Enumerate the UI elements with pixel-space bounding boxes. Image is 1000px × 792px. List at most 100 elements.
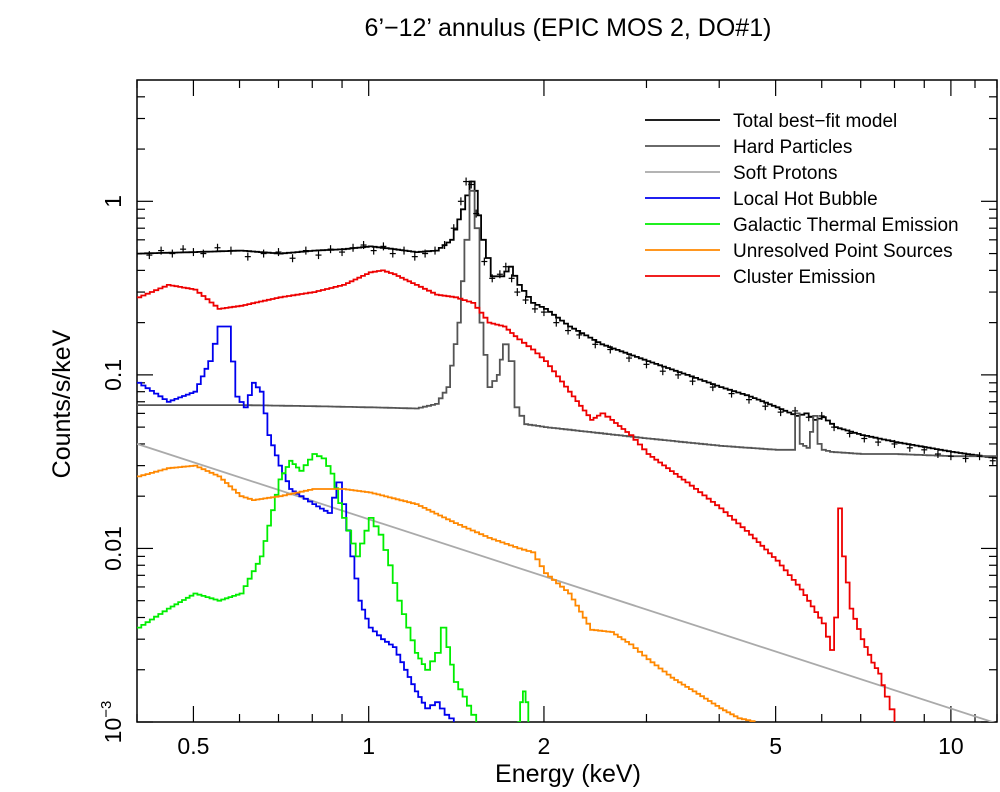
data-point: [190, 248, 197, 257]
y-tick-label: 1: [100, 195, 126, 208]
data-point: [934, 450, 941, 459]
series-line-2: [137, 443, 996, 722]
data-point: [302, 246, 309, 255]
data-point: [380, 242, 387, 251]
data-point: [422, 249, 429, 258]
data-point: [289, 254, 296, 263]
data-point: [214, 243, 221, 252]
data-point: [709, 383, 716, 392]
data-point: [553, 318, 560, 327]
data-point: [473, 209, 480, 218]
data-point: [389, 249, 396, 258]
data-point: [496, 270, 503, 279]
data-point: [489, 274, 496, 283]
data-point: [592, 340, 599, 349]
series-line-3: [137, 325, 455, 722]
data-point: [339, 248, 346, 257]
data-point: [411, 252, 418, 261]
data-point: [146, 251, 153, 260]
data-point: [327, 245, 334, 254]
data-point: [457, 197, 464, 206]
data-point: [315, 251, 322, 260]
legend-entry: Soft Protons: [733, 163, 838, 184]
data-point: [481, 257, 488, 266]
series-line-6: [137, 464, 756, 722]
y-tick-label: 0.1: [100, 359, 126, 391]
legend-entry: Local Hot Bubble: [733, 189, 878, 210]
x-tick-label: 2: [538, 733, 551, 759]
data-point: [728, 389, 735, 398]
data-point: [565, 326, 572, 335]
data-point: [158, 246, 165, 255]
data-point: [906, 443, 913, 452]
data-point: [180, 245, 187, 254]
legend-entry: Galactic Thermal Emission: [733, 215, 959, 236]
y-tick-label: 0.01: [100, 526, 126, 571]
data-point: [891, 439, 898, 448]
data-point: [805, 413, 812, 422]
data-point: [463, 177, 470, 186]
data-point: [818, 411, 825, 420]
data-point: [976, 452, 983, 461]
data-point: [962, 454, 969, 463]
chart-title: 6’−12’ annulus (EPIC MOS 2, DO#1): [365, 14, 772, 42]
data-point: [468, 180, 475, 189]
x-tick-label: 1: [362, 733, 375, 759]
data-point: [576, 330, 583, 339]
plot-frame: [136, 79, 998, 723]
data-point: [441, 241, 448, 250]
data-point: [659, 367, 666, 376]
data-point: [762, 402, 769, 411]
series-line-7: [137, 269, 896, 722]
x-tick-label: 0.5: [177, 733, 209, 759]
series-line-4: [137, 453, 478, 722]
series-line-5: [517, 690, 530, 722]
y-tick-label: 10−3: [98, 701, 126, 744]
data-point: [227, 246, 234, 255]
data-point: [275, 248, 282, 257]
data-point: [921, 445, 928, 454]
data-points-layer: [137, 177, 996, 465]
data-point: [792, 406, 799, 415]
data-point: [244, 252, 251, 261]
data-point: [508, 274, 515, 283]
data-point: [689, 377, 696, 386]
data-point: [350, 243, 357, 252]
data-point: [643, 360, 650, 369]
data-point: [531, 304, 538, 313]
data-point: [777, 408, 784, 417]
axis-ticks: [136, 80, 998, 723]
series-line-1: [137, 189, 997, 458]
data-point: [831, 423, 838, 432]
data-point: [989, 456, 996, 465]
x-tick-label: 10: [938, 733, 964, 759]
data-point: [360, 241, 367, 250]
plot-area: [136, 79, 998, 723]
data-point: [450, 224, 457, 233]
data-point: [200, 249, 207, 258]
data-point: [514, 288, 521, 297]
data-point: [502, 262, 509, 271]
data-point: [947, 452, 954, 461]
data-point: [861, 434, 868, 443]
x-axis-label: Energy (keV): [495, 760, 641, 788]
data-point: [675, 370, 682, 379]
legend-entry: Cluster Emission: [733, 267, 876, 288]
data-point: [626, 354, 633, 363]
data-point: [846, 429, 853, 438]
data-point: [522, 296, 529, 305]
data-point: [432, 246, 439, 255]
data-point: [370, 246, 377, 255]
x-tick-label: 5: [769, 733, 782, 759]
legend-entry: Total best−fit model: [733, 111, 897, 132]
data-point: [875, 438, 882, 447]
data-point: [745, 395, 752, 404]
legend-entry: Hard Particles: [733, 137, 852, 158]
legend-entry: Unresolved Point Sources: [733, 241, 953, 262]
series-layer: [137, 180, 997, 722]
data-point: [607, 345, 614, 354]
data-point: [401, 246, 408, 255]
data-point: [260, 249, 267, 258]
data-point: [540, 308, 547, 317]
